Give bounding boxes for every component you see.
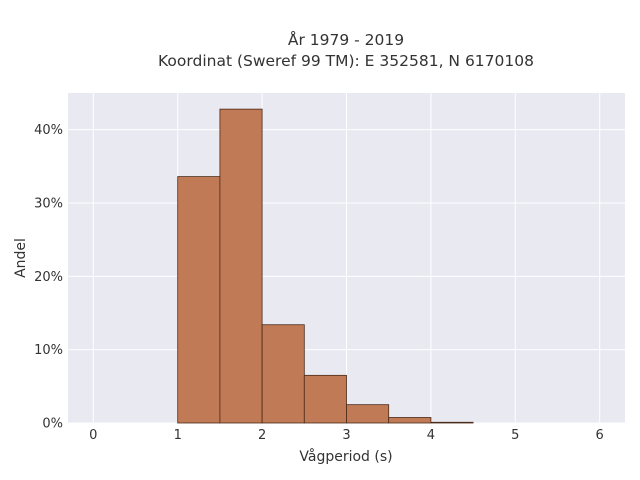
- chart-title-line-1: År 1979 - 2019: [288, 30, 404, 49]
- histogram-bar-5: [388, 417, 432, 424]
- x-tick-label-4: 4: [427, 428, 435, 443]
- histogram-bar-4: [346, 404, 390, 424]
- histogram-bars: [177, 108, 474, 424]
- x-tick-label-6: 6: [596, 428, 604, 443]
- histogram-bar-2: [261, 324, 305, 424]
- y-tick-label-1: 10%: [34, 343, 63, 358]
- y-tick-labels: 0% 10% 20% 30% 40%: [34, 123, 63, 431]
- x-tick-label-0: 0: [89, 428, 97, 443]
- histogram-bar-3: [303, 374, 347, 424]
- y-tick-label-3: 30%: [34, 197, 63, 212]
- chart-title-line-2: Koordinat (Sweref 99 TM): E 352581, N 61…: [158, 52, 534, 70]
- histogram-bar-1: [219, 108, 263, 424]
- x-tick-label-2: 2: [258, 428, 266, 443]
- histogram-bar-6: [430, 421, 474, 424]
- x-tick-label-5: 5: [511, 428, 519, 443]
- x-tick-label-3: 3: [342, 428, 350, 443]
- x-tick-label-1: 1: [174, 428, 182, 443]
- y-tick-label-2: 20%: [34, 270, 63, 285]
- histogram-bar-0: [177, 176, 221, 424]
- x-tick-labels: 0 1 2 3 4 5 6: [89, 428, 604, 443]
- horizontal-gridlines: [68, 129, 625, 424]
- x-axis-title: Vågperiod (s): [299, 448, 392, 465]
- y-tick-label-4: 40%: [34, 123, 63, 138]
- y-axis-title: Andel: [13, 238, 29, 278]
- y-tick-label-0: 0%: [42, 417, 63, 432]
